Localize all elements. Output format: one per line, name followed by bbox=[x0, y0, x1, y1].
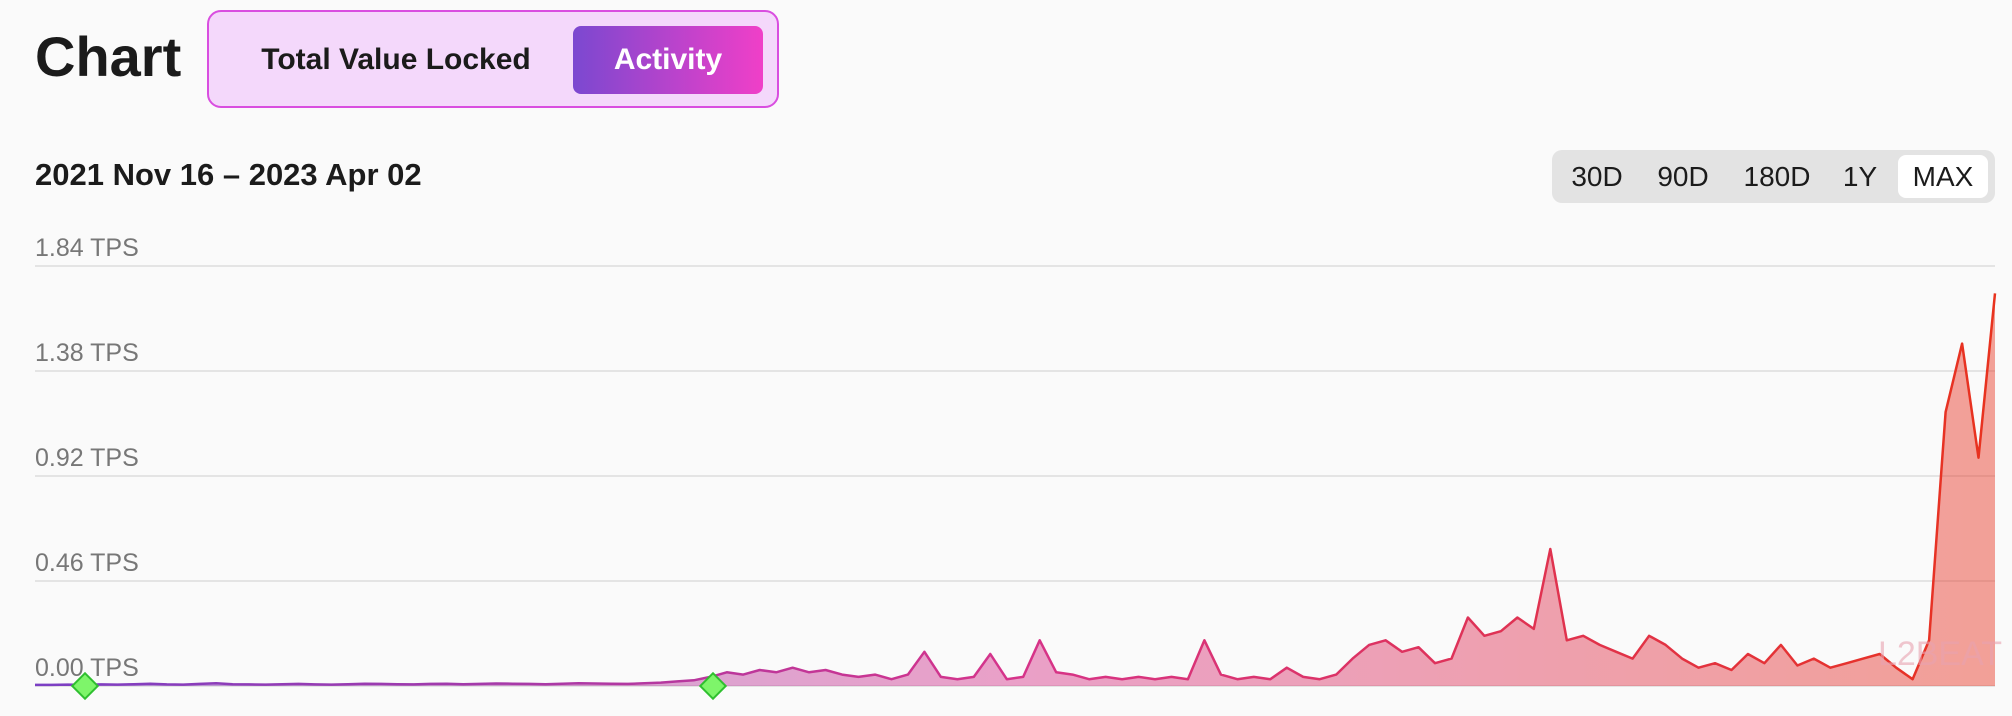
watermark: L2BEAT bbox=[1878, 635, 2002, 673]
event-marker bbox=[698, 671, 728, 701]
range-button[interactable]: 180D bbox=[1743, 161, 1811, 192]
range-button[interactable]: MAX bbox=[1898, 155, 1988, 198]
tab[interactable]: Activity bbox=[573, 26, 763, 94]
tab-group: Total Value Locked Activity bbox=[207, 10, 779, 108]
y-tick-label: 0.46 TPS bbox=[35, 549, 139, 577]
date-range: 2021 Nov 16 – 2023 Apr 02 bbox=[35, 157, 422, 192]
tab[interactable]: Total Value Locked bbox=[261, 43, 531, 76]
range-button[interactable]: 90D bbox=[1657, 161, 1709, 192]
plot bbox=[35, 293, 1997, 687]
range-group: 30D 90D 180D 1Y MAX bbox=[1552, 150, 1995, 203]
area-fill bbox=[35, 293, 1995, 686]
y-tick-label: 0.92 TPS bbox=[35, 444, 139, 472]
y-tick-label: 1.84 TPS bbox=[35, 234, 139, 262]
range-button[interactable]: 30D bbox=[1571, 161, 1623, 192]
event-markers bbox=[70, 671, 728, 701]
area-line bbox=[35, 293, 1997, 687]
page-title: Chart bbox=[35, 25, 182, 88]
range-button[interactable]: 1Y bbox=[1842, 161, 1878, 192]
event-marker bbox=[70, 671, 100, 701]
y-tick-label: 1.38 TPS bbox=[35, 339, 139, 367]
